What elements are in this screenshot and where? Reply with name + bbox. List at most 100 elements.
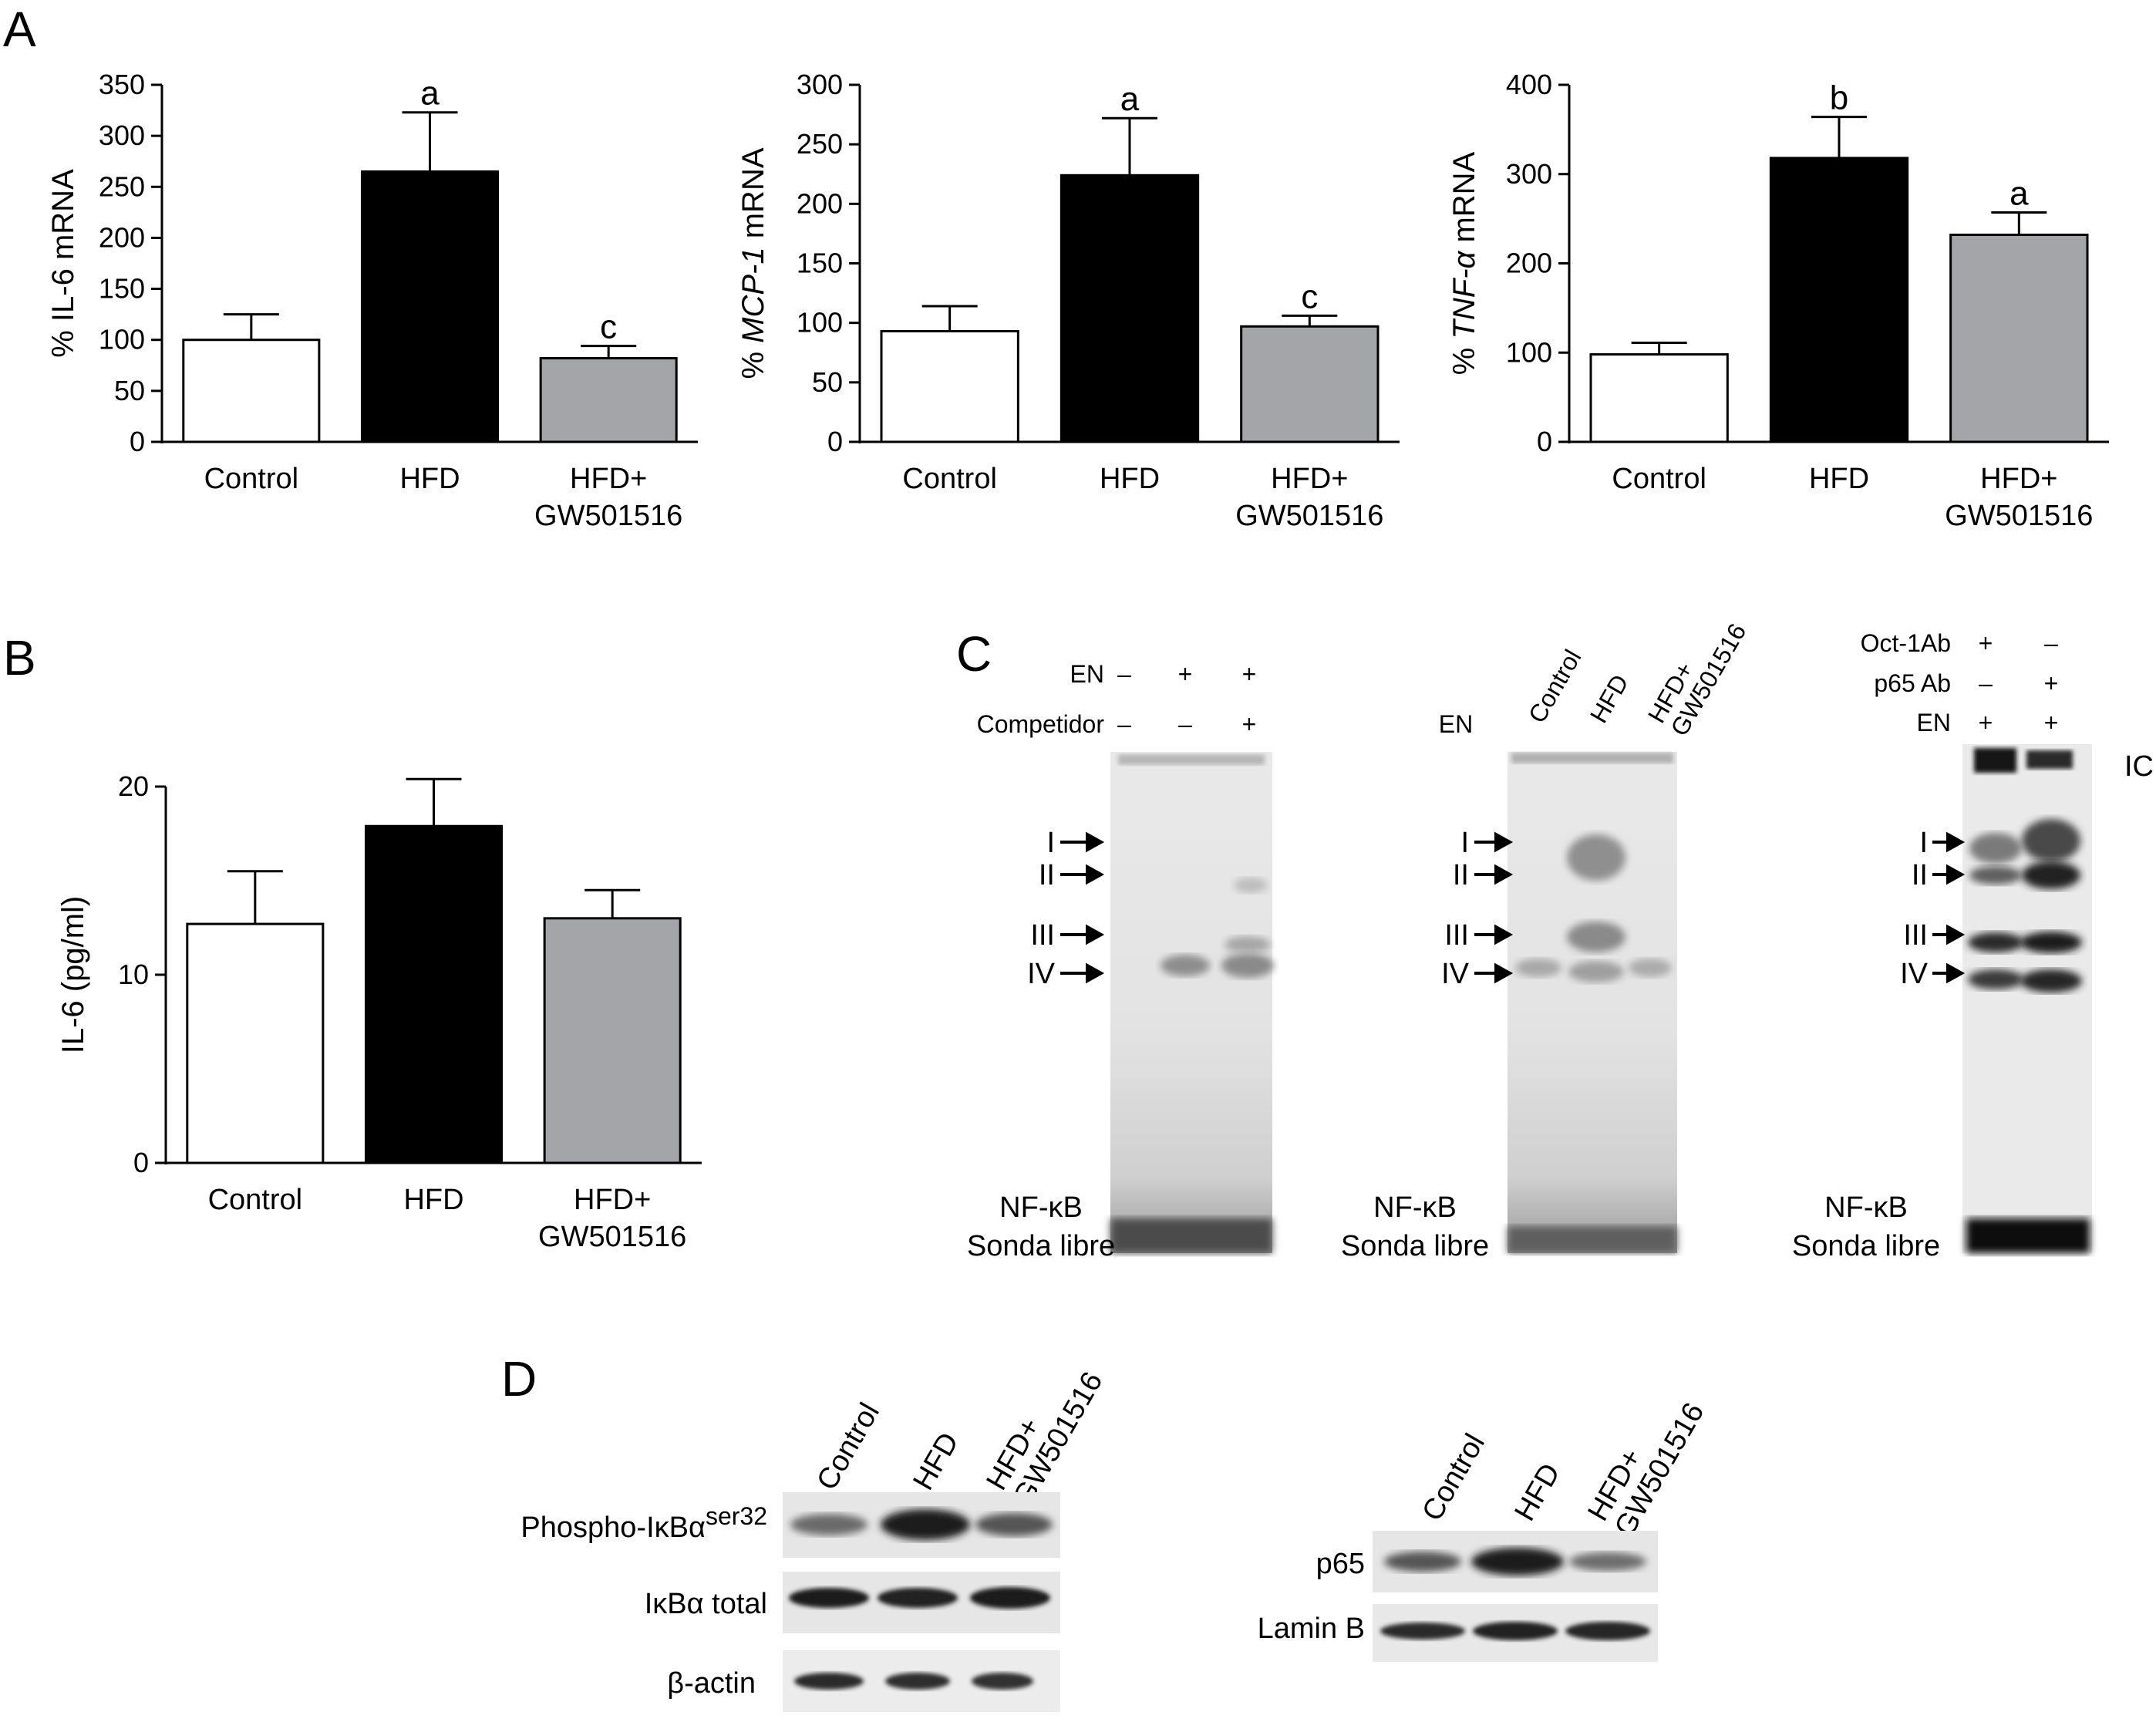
category-label: HFD bbox=[403, 1184, 463, 1216]
gel1-nfkb-label: NF-κB bbox=[999, 1191, 1083, 1224]
category-label: HFD+ GW501516 bbox=[1235, 463, 1383, 532]
category-label: HFD+ GW501516 bbox=[1945, 463, 2093, 532]
gel2-band-label-2: II bbox=[1453, 859, 1469, 891]
western-blot-1: Control HFD HFD+GW501516 Phospho-IκBαser… bbox=[520, 1366, 1110, 1712]
y-axis-title-gene: TNF-α bbox=[1447, 250, 1481, 339]
blot1-label-phospho-main: Phospho-IκBα bbox=[520, 1511, 706, 1544]
emsa-gel-3: Oct-1Ab + – p65 Ab – + EN + + IC I II II… bbox=[1792, 629, 2154, 1262]
chart-mcp1-mrna: 0 50 100 150 200 250 300% MCP-1 mRNA Control a HF… bbox=[736, 69, 1400, 532]
y-tick-label: 100 bbox=[1506, 336, 1552, 368]
gel3-row-label-en: EN bbox=[1917, 709, 1951, 736]
panel-letter-a: A bbox=[3, 2, 36, 57]
gel3-nfkb-label: NF-κB bbox=[1824, 1191, 1908, 1224]
gel1-band-label-3: III bbox=[1030, 919, 1055, 952]
y-tick-label: 250 bbox=[797, 128, 843, 160]
gel2-free-probe-label: Sonda libre bbox=[1341, 1230, 1489, 1262]
category-label: HFD bbox=[399, 463, 460, 495]
blot2-label-p65: p65 bbox=[1316, 1548, 1365, 1580]
y-axis-title-gene: IL-6 (pg/ml) bbox=[56, 896, 90, 1054]
emsa-gel-1: EN – + + Competidor – – + I II III IV NF… bbox=[967, 660, 1274, 1262]
y-axis-title: % IL-6 mRNA bbox=[46, 169, 80, 358]
y-tick-label: 0 bbox=[827, 426, 843, 457]
gel1-row-label-en: EN bbox=[1070, 660, 1104, 688]
gel3-band-label-1: I bbox=[1919, 827, 1928, 859]
y-axis-title-prefix: % bbox=[736, 343, 770, 379]
y-tick-label: 350 bbox=[99, 69, 145, 100]
gel2-band-label-4: IV bbox=[1441, 958, 1470, 990]
bar bbox=[186, 922, 325, 1164]
chart-il6-protein: 0 10 20 IL-6 (pg/ml) Control HFD HFD+ GW501516 bbox=[56, 770, 702, 1253]
y-tick-label: 150 bbox=[797, 248, 843, 279]
emsa-gel-2: EN Control HFD HFD+GW501516 I II III IV … bbox=[1341, 618, 1752, 1262]
gel3-oct1-lane-1: + bbox=[1979, 629, 1993, 657]
y-tick-label: 300 bbox=[99, 120, 145, 151]
gel2-band-label-1: I bbox=[1460, 827, 1469, 859]
gel3-ic-label: IC bbox=[2124, 750, 2154, 783]
blot1-lane-control: Control bbox=[810, 1397, 886, 1495]
category-label: HFD bbox=[1809, 463, 1869, 495]
significance-letter: c bbox=[1301, 278, 1318, 315]
category-label: Control bbox=[204, 463, 299, 495]
blot1-label-ikba-total: IκBα total bbox=[645, 1588, 767, 1620]
y-tick-label: 200 bbox=[797, 187, 843, 219]
y-tick-label: 100 bbox=[797, 307, 843, 339]
y-axis-title-gene: MCP-1 bbox=[736, 247, 770, 342]
y-tick-label: 10 bbox=[118, 959, 149, 990]
gel3-p65-lane-2: + bbox=[2044, 669, 2059, 697]
gel2-lane-control: Control bbox=[1523, 645, 1587, 727]
y-axis-title-prefix: % bbox=[46, 322, 80, 358]
bar bbox=[1240, 325, 1380, 443]
bar bbox=[1589, 353, 1729, 443]
y-tick-label: 20 bbox=[118, 770, 149, 802]
blot2-lane-hfd: HFD bbox=[1508, 1458, 1566, 1527]
y-axis-title-suffix: mRNA bbox=[1447, 151, 1481, 251]
significance-letter: c bbox=[600, 308, 617, 346]
gel1-band-label-4: IV bbox=[1027, 958, 1056, 990]
panel-letter-d: D bbox=[501, 1351, 537, 1407]
y-axis-title: % TNF-α mRNA bbox=[1447, 151, 1481, 375]
bar bbox=[364, 824, 504, 1164]
y-tick-label: 0 bbox=[1537, 426, 1552, 457]
gel2-en-label: EN bbox=[1439, 710, 1473, 738]
gel3-p65-lane-1: – bbox=[1979, 669, 1993, 697]
category-label: HFD+ GW501516 bbox=[538, 1184, 686, 1253]
gel1-band-arrows bbox=[1060, 831, 1105, 984]
blot1-label-phospho: Phospho-IκBαser32 bbox=[520, 1502, 767, 1544]
category-label: Control bbox=[902, 463, 997, 495]
significance-letter: b bbox=[1830, 79, 1848, 117]
panel-letter-b: B bbox=[3, 630, 36, 686]
significance-letter: a bbox=[1120, 80, 1140, 118]
y-axis-title-suffix: mRNA bbox=[736, 147, 770, 247]
y-tick-label: 200 bbox=[1506, 248, 1552, 279]
gel1-image bbox=[1110, 752, 1272, 1253]
gel3-band-label-2: II bbox=[1912, 859, 1928, 891]
y-tick-label: 0 bbox=[133, 1147, 149, 1178]
gel3-oct1-lane-2: – bbox=[2044, 629, 2058, 657]
gel2-lane-hfd: HFD bbox=[1585, 670, 1634, 728]
bar bbox=[1949, 233, 2089, 443]
gel1-en-lane-3: + bbox=[1242, 660, 1257, 688]
gel2-nfkb-label: NF-κB bbox=[1373, 1191, 1457, 1224]
y-tick-label: 50 bbox=[114, 375, 145, 406]
panel-letter-c: C bbox=[956, 626, 992, 682]
gel1-free-probe-label: Sonda libre bbox=[967, 1230, 1115, 1262]
blot1-label-phospho-sup: ser32 bbox=[706, 1502, 767, 1530]
gel2-image bbox=[1508, 752, 1677, 1253]
y-tick-label: 50 bbox=[812, 366, 843, 398]
y-tick-label: 300 bbox=[797, 69, 843, 100]
gel3-free-probe-label: Sonda libre bbox=[1792, 1230, 1940, 1262]
y-tick-label: 400 bbox=[1506, 69, 1552, 100]
bar bbox=[1769, 157, 1909, 443]
gel3-en-lane-2: + bbox=[2044, 709, 2059, 736]
gel3-row-label-oct1: Oct-1Ab bbox=[1861, 629, 1951, 657]
blot1-label-beta-actin: β-actin bbox=[667, 1667, 756, 1700]
blot2-lane-control: Control bbox=[1416, 1428, 1491, 1526]
gel1-comp-lane-3: + bbox=[1242, 710, 1257, 738]
bar bbox=[880, 329, 1019, 443]
blot1-lane-hfd: HFD bbox=[907, 1427, 965, 1496]
gel3-band-arrows bbox=[1932, 831, 1966, 984]
gel3-band-label-4: IV bbox=[1900, 958, 1929, 990]
y-axis-title: IL-6 (pg/ml) bbox=[56, 896, 90, 1054]
